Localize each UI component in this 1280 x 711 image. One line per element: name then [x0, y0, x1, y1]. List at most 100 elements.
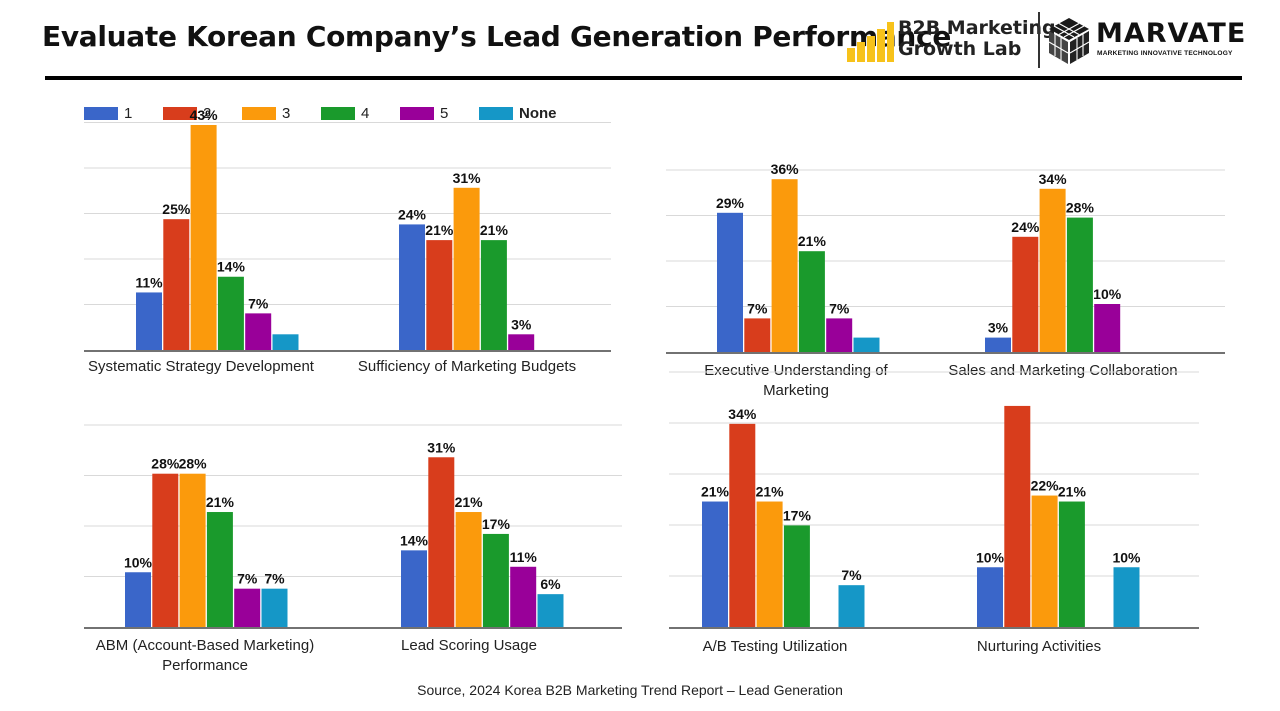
bar-3 [1031, 495, 1058, 627]
data-label: 7% [237, 571, 258, 587]
legend-swatch [479, 107, 513, 120]
data-label: 17% [783, 507, 812, 523]
legend-label: 1 [124, 105, 133, 122]
legend-swatch [321, 107, 355, 120]
legend-swatch [242, 107, 276, 120]
bar-1 [401, 550, 427, 627]
data-label: 36% [771, 161, 800, 177]
bar-4 [783, 525, 810, 627]
data-label: 21% [455, 494, 484, 510]
data-label: 21% [206, 494, 235, 510]
data-label: 21% [701, 484, 730, 500]
data-label: 28% [1066, 200, 1095, 216]
category-label: Nurturing Activities [977, 638, 1101, 655]
data-label: 7% [829, 300, 850, 316]
data-label: 21% [798, 233, 827, 249]
bar-2 [1012, 236, 1039, 352]
bar-4 [1066, 217, 1093, 352]
bar-2 [744, 318, 771, 352]
bar-4 [482, 533, 509, 627]
bar-5 [234, 588, 261, 627]
bar-none [537, 594, 564, 627]
bar-4 [206, 512, 233, 627]
bar-3 [453, 187, 480, 350]
bar-2 [428, 457, 455, 627]
data-label: 34% [1039, 171, 1068, 187]
bar-3 [455, 512, 482, 627]
b2b-logo-line2: Growth Lab [898, 38, 1022, 60]
bar-4 [798, 251, 825, 352]
bar-3 [190, 125, 217, 350]
data-label: 31% [427, 439, 456, 455]
category-label: Sufficiency of Marketing Budgets [358, 358, 576, 375]
data-label: 28% [151, 456, 180, 472]
category-label: Systematic Strategy Development [88, 358, 315, 375]
legend-swatch [84, 107, 118, 120]
data-label: 3% [511, 316, 532, 332]
marvate-brand-name: MARVATE [1096, 18, 1247, 49]
bar-2 [729, 423, 756, 627]
b2b-marketing-logo: B2B Marketing Growth Lab [846, 18, 1056, 64]
data-label: 3% [988, 320, 1009, 336]
data-label: 31% [453, 170, 482, 186]
bar-4 [1058, 501, 1085, 627]
bar-5 [510, 566, 537, 627]
category-label: ABM (Account-Based Marketing) [96, 637, 314, 654]
data-label: 34% [728, 406, 757, 422]
bar-1 [136, 292, 162, 350]
category-label: Executive Understanding of [704, 362, 888, 379]
bar-2 [163, 219, 190, 350]
data-label: 14% [400, 532, 429, 548]
data-label: 14% [217, 259, 246, 275]
legend-swatch [400, 107, 434, 120]
data-label: 7% [841, 567, 862, 583]
bar-4 [480, 240, 507, 350]
data-label: 10% [976, 549, 1005, 565]
bar-none [1113, 567, 1140, 627]
bar-2 [1004, 405, 1031, 627]
data-label: 7% [248, 295, 269, 311]
bar-chart-logo-icon [847, 22, 894, 62]
bar-3 [771, 179, 798, 352]
category-label: Lead Scoring Usage [401, 637, 537, 654]
bar-1 [717, 212, 743, 352]
page-title: Evaluate Korean Company’s Lead Generatio… [42, 20, 952, 53]
legend-label: 5 [440, 105, 449, 122]
data-label: 43% [190, 107, 219, 123]
bar-1 [977, 567, 1003, 627]
bar-3 [756, 501, 783, 627]
bar-5 [508, 334, 535, 350]
category-label: Performance [162, 657, 248, 674]
data-label: 21% [425, 222, 454, 238]
category-label: Marketing [763, 382, 829, 399]
bar-3 [1039, 188, 1066, 352]
bar-none [853, 337, 880, 352]
bar-5 [826, 318, 853, 352]
bar-1 [985, 337, 1011, 352]
bar-5 [245, 313, 272, 350]
legend-label: 4 [361, 105, 370, 122]
legend-label: None [519, 105, 557, 122]
data-label: 25% [162, 201, 191, 217]
data-label: 21% [480, 222, 509, 238]
source-note: Source, 2024 Korea B2B Marketing Trend R… [417, 682, 843, 698]
cube-logo-icon [1048, 18, 1090, 64]
data-label: 22% [1031, 478, 1060, 494]
data-label: 28% [179, 456, 208, 472]
data-label: 10% [1093, 286, 1122, 302]
header-divider [45, 76, 1242, 80]
data-label: 17% [482, 516, 511, 532]
legend-label: 3 [282, 105, 291, 122]
bar-none [272, 334, 299, 350]
bar-1 [399, 224, 425, 350]
bar-1 [125, 572, 151, 627]
logo-divider [1038, 12, 1040, 68]
bar-none [261, 588, 288, 627]
data-label: 7% [747, 300, 768, 316]
marvate-tagline: MARKETING INNOVATIVE TECHNOLOGY [1097, 50, 1233, 57]
data-label: 10% [124, 554, 153, 570]
bar-4 [217, 276, 244, 350]
category-label: A/B Testing Utilization [703, 638, 848, 655]
b2b-logo-line1: B2B Marketing [898, 17, 1056, 39]
